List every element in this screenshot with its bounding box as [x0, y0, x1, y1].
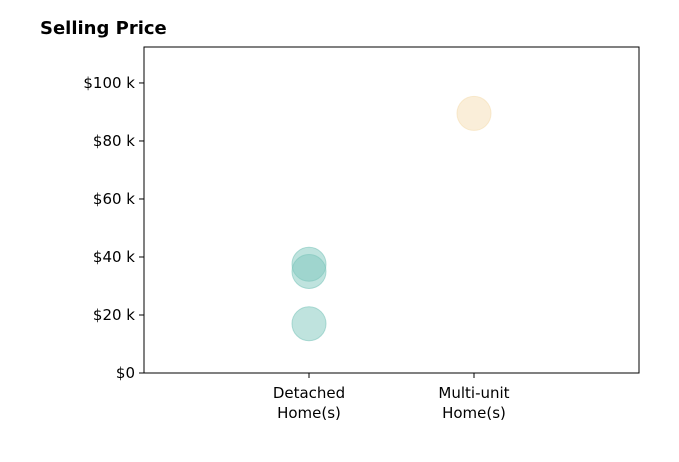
y-tick-label: $60 k — [93, 190, 135, 208]
x-tick-label: Detached Home(s) — [273, 384, 345, 422]
plot-frame — [143, 46, 640, 374]
y-tick-label: $40 k — [93, 248, 135, 266]
y-tick-label: $100 k — [83, 74, 135, 92]
y-tick-label: $20 k — [93, 306, 135, 324]
y-tick-label: $0 — [116, 364, 135, 382]
point — [456, 95, 492, 131]
point — [291, 306, 327, 342]
point — [291, 253, 327, 289]
y-tick-label: $80 k — [93, 132, 135, 150]
x-tick-label: Multi-unit Home(s) — [438, 384, 509, 422]
chart-title: Selling Price — [40, 18, 167, 39]
